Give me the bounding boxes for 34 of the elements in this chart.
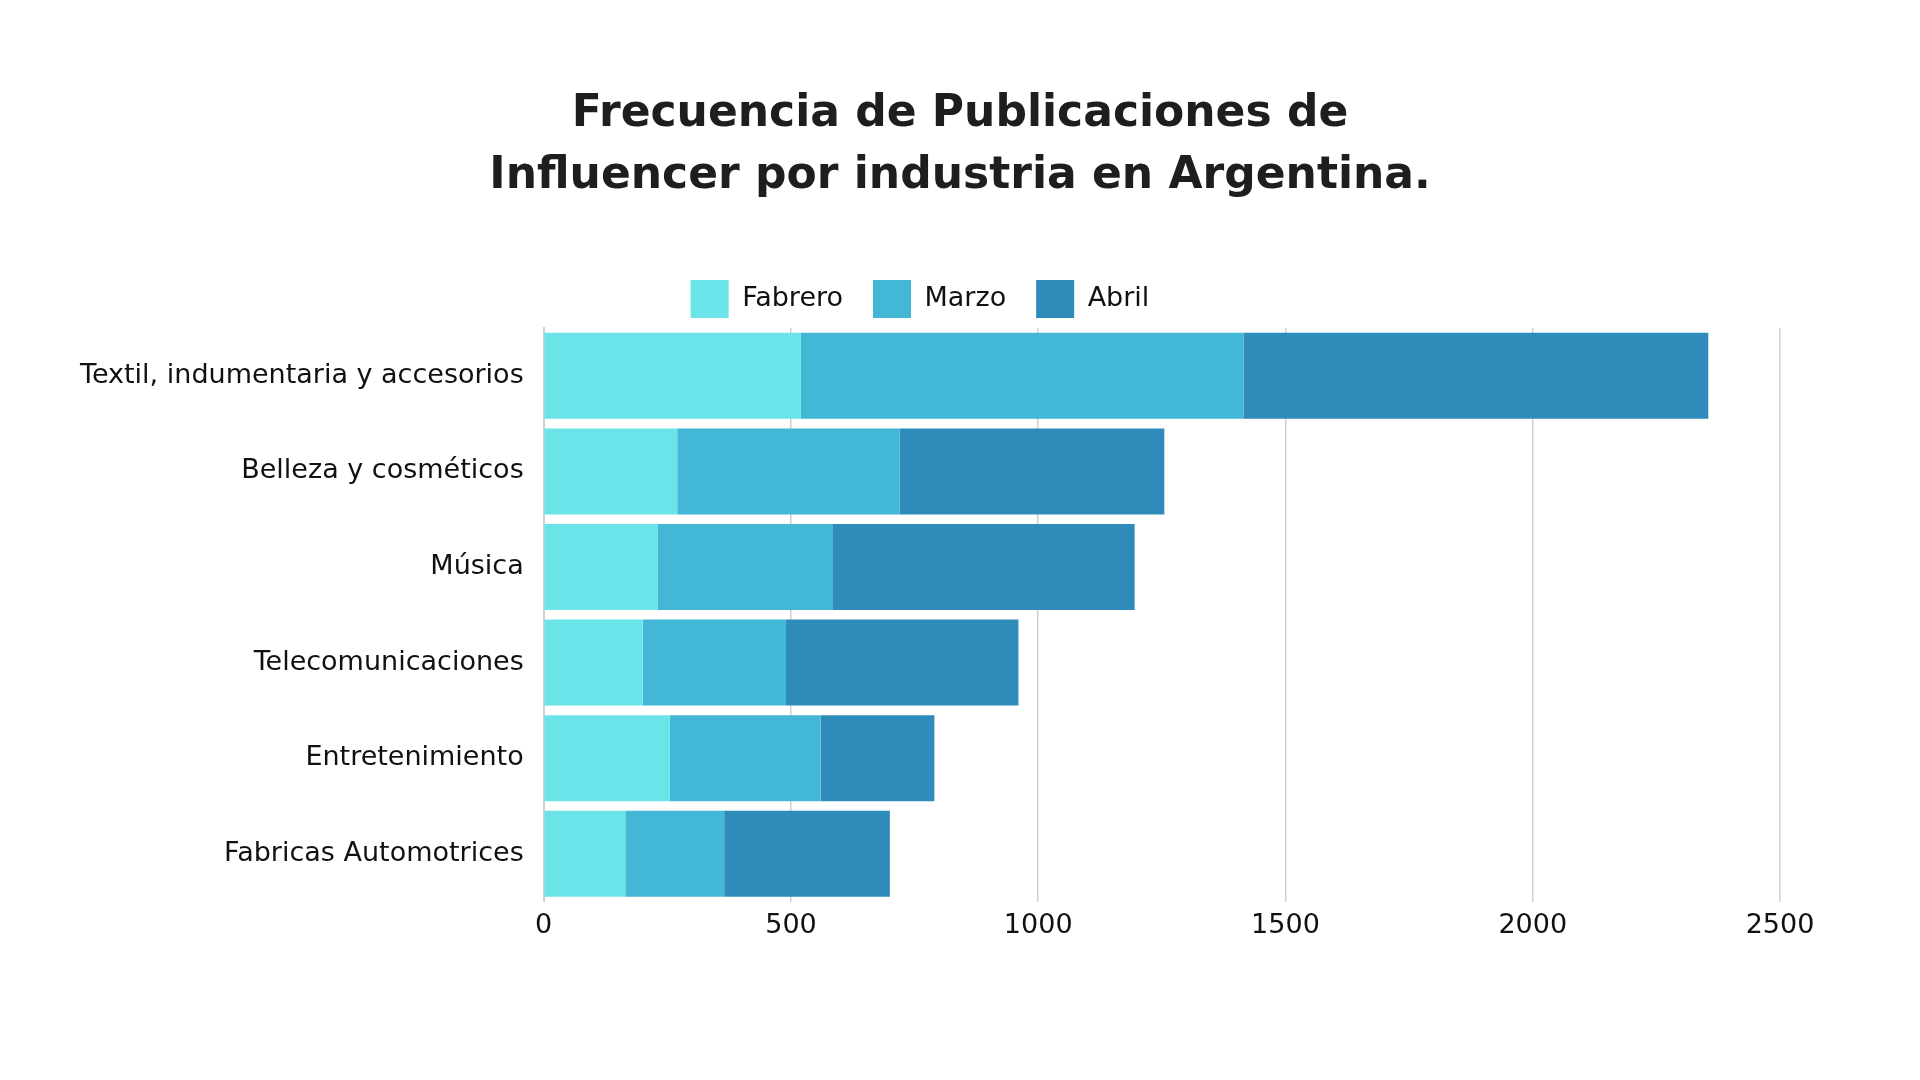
bar [544,523,658,611]
bar [820,715,935,802]
bar [669,715,821,802]
x-tick-label: 2000 [1498,907,1568,939]
bar [899,428,1165,515]
legend-label: Abril [1087,281,1150,313]
bar [544,332,801,419]
x-tick-label: 2500 [1745,907,1815,939]
bar [677,428,900,515]
y-tick-label: Música [430,549,524,581]
bar [724,810,890,897]
x-tick-label: 0 [535,907,553,939]
bar [544,428,678,515]
legend-label: Marzo [924,281,1007,313]
bar [1243,332,1709,419]
bar [544,619,643,706]
bar [544,715,670,802]
bar [625,810,725,897]
y-tick-label: Textil, indumentaria y accesorios [78,357,524,389]
bar [833,523,1135,611]
x-tick-label: 500 [765,907,817,939]
y-tick-label: Entretenimiento [305,740,524,772]
y-tick-label: Belleza y cosméticos [241,453,524,485]
bar [800,332,1244,419]
y-tick-label: Telecomunicaciones [252,644,524,676]
bar [642,619,787,706]
x-tick-label: 1500 [1251,907,1320,939]
y-tick-label: Fabricas Automotrices [224,835,524,867]
bar [657,523,833,611]
bar [786,619,1019,706]
legend-label: Fabrero [742,281,844,313]
x-tick-label: 1000 [1003,907,1073,939]
bar [544,810,626,897]
chart-title: Frecuencia de Publicaciones de Influencer por industria en Argentina. [488,84,1432,200]
